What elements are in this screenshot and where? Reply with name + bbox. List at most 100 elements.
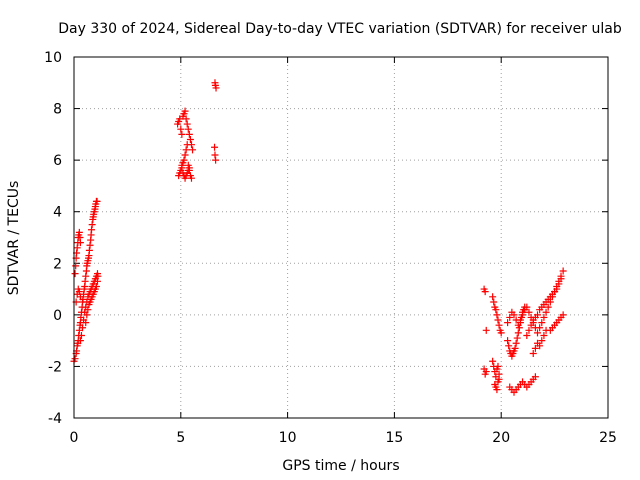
data-point — [512, 339, 520, 347]
data-point — [534, 329, 542, 337]
y-tick-label: 6 — [53, 153, 62, 169]
data-point — [211, 151, 219, 159]
data-point — [212, 84, 220, 92]
data-point — [504, 337, 512, 345]
x-tick-label: 0 — [70, 430, 79, 446]
data-point — [493, 311, 501, 319]
data-point — [504, 319, 512, 327]
y-tick-label: 0 — [53, 308, 62, 324]
y-tick-label: 2 — [53, 256, 62, 272]
data-point — [189, 146, 197, 154]
data-point — [559, 267, 567, 275]
data-point — [211, 143, 219, 151]
y-axis-label: SDTVAR / TECUs — [6, 181, 22, 296]
x-tick-label: 10 — [279, 430, 297, 446]
data-point — [85, 246, 93, 254]
data-point — [82, 319, 90, 327]
data-point — [72, 262, 80, 270]
data-point — [187, 174, 195, 182]
data-point — [75, 228, 83, 236]
data-point — [540, 313, 548, 321]
data-point — [183, 141, 191, 149]
data-point — [542, 326, 550, 334]
data-point — [76, 293, 84, 301]
data-point — [181, 107, 189, 115]
data-point — [76, 337, 84, 345]
data-point — [553, 282, 561, 290]
data-point — [71, 270, 79, 278]
data-point — [75, 288, 83, 296]
data-point — [81, 277, 89, 285]
x-tick-label: 25 — [599, 430, 617, 446]
x-tick-label: 15 — [385, 430, 403, 446]
data-point — [559, 311, 567, 319]
data-point — [511, 344, 519, 352]
data-point — [71, 355, 79, 363]
data-point — [551, 288, 559, 296]
y-tick-label: 10 — [44, 50, 62, 66]
data-point — [538, 319, 546, 327]
data-point — [94, 272, 102, 280]
data-point — [82, 272, 90, 280]
data-point — [546, 298, 554, 306]
data-point — [183, 120, 191, 128]
data-point — [538, 337, 546, 345]
data-point — [178, 130, 186, 138]
data-point — [184, 125, 192, 133]
data-point — [73, 244, 81, 252]
x-axis-label: GPS time / hours — [282, 458, 399, 474]
data-point — [493, 386, 501, 394]
x-tick-label: 5 — [176, 430, 185, 446]
data-point — [492, 306, 500, 314]
data-point — [489, 293, 497, 301]
chart-title: Day 330 of 2024, Sidereal Day-to-day VTE… — [58, 21, 622, 37]
data-point — [534, 311, 542, 319]
data-point — [495, 321, 503, 329]
data-point — [521, 303, 529, 311]
data-point — [505, 342, 513, 350]
data-point — [555, 277, 563, 285]
data-point — [494, 316, 502, 324]
axis-ticks: 0 5 10 15 20 25 -4 -2 0 2 4 6 8 10 — [44, 50, 617, 446]
data-point — [506, 313, 514, 321]
data-point — [536, 324, 544, 332]
plot-frame — [73, 56, 609, 419]
data-point — [83, 311, 91, 319]
data-point — [531, 373, 539, 381]
data-point — [540, 331, 548, 339]
data-point — [527, 321, 535, 329]
data-point — [76, 239, 84, 247]
data-point — [548, 293, 556, 301]
y-tick-label: -2 — [48, 359, 62, 375]
data-point — [510, 311, 518, 319]
data-point — [177, 125, 185, 133]
data-point — [489, 357, 497, 365]
data-point — [482, 368, 490, 376]
data-point — [513, 334, 521, 342]
data-point — [497, 329, 505, 337]
grid-lines — [74, 57, 608, 418]
data-point — [184, 161, 192, 169]
data-point — [185, 166, 193, 174]
data-point — [181, 151, 189, 159]
data-point — [86, 241, 94, 249]
data-point — [182, 115, 190, 123]
data-point — [544, 303, 552, 311]
x-tick-label: 20 — [492, 430, 510, 446]
data-point — [525, 326, 533, 334]
data-point — [525, 308, 533, 316]
y-tick-label: 8 — [53, 102, 62, 118]
data-point — [182, 146, 190, 154]
data-point — [84, 306, 92, 314]
data-point — [77, 331, 85, 339]
data-point — [186, 136, 194, 144]
data-point — [529, 350, 537, 358]
y-tick-label: 4 — [53, 205, 62, 221]
data-point — [88, 226, 96, 234]
data-point — [93, 197, 101, 205]
data-point — [212, 156, 220, 164]
data-points — [70, 79, 567, 396]
data-point — [180, 156, 188, 164]
data-point — [517, 313, 525, 321]
